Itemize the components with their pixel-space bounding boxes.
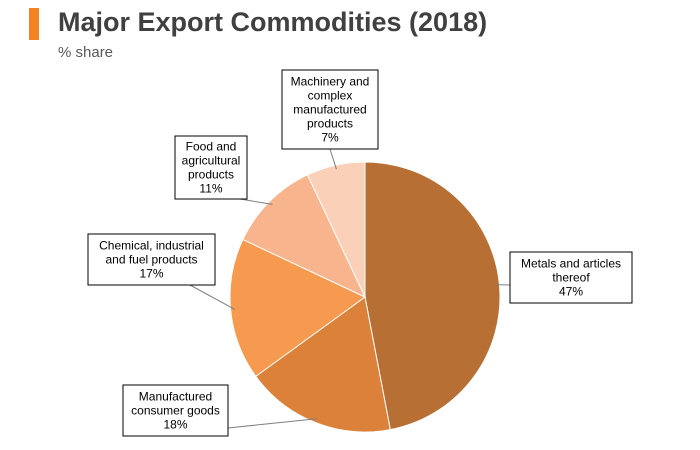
slice-value-label: 47%: [559, 285, 583, 299]
slice-category-label: Manufactured: [139, 390, 212, 404]
title-accent-bar: [29, 8, 39, 40]
pie-slice: [242, 174, 367, 299]
slice-category-label: agricultural: [182, 154, 241, 168]
slice-category-label: Machinery and: [291, 75, 370, 89]
callout-box: [509, 251, 633, 304]
slice-value-label: 17%: [139, 267, 163, 281]
slice-category-label: products: [188, 168, 234, 182]
chart-subtitle: % share: [58, 44, 114, 61]
leader-line: [189, 284, 235, 310]
callout-box: [87, 233, 216, 286]
slice-category-label: manufactured: [293, 103, 366, 117]
leader-line: [239, 198, 273, 205]
slice-category-label: consumer goods: [131, 404, 220, 418]
slice-category-label: Metals and articles: [521, 257, 621, 271]
callout-box: [281, 69, 379, 150]
pie-slice: [229, 238, 366, 378]
pie-slices: [229, 161, 501, 433]
leader-line: [329, 148, 337, 170]
slice-category-label: thereof: [552, 271, 590, 285]
slice-category-label: Food and: [186, 140, 237, 154]
slice-value-label: 18%: [163, 418, 187, 432]
chart-title: Major Export Commodities (2018): [58, 7, 488, 37]
slice-category-label: products: [307, 117, 353, 131]
slice-value-label: 11%: [199, 182, 222, 196]
callout-box: [122, 384, 229, 437]
slice-value-label: 7%: [321, 131, 339, 145]
slice-category-label: Chemical, industrial: [99, 239, 204, 253]
pie-slice: [255, 296, 391, 433]
callout-box: [174, 135, 248, 200]
leader-line: [227, 418, 317, 429]
pie-slice: [364, 161, 501, 431]
slice-category-label: complex: [308, 89, 353, 103]
slice-category-label: and fuel products: [105, 253, 197, 267]
